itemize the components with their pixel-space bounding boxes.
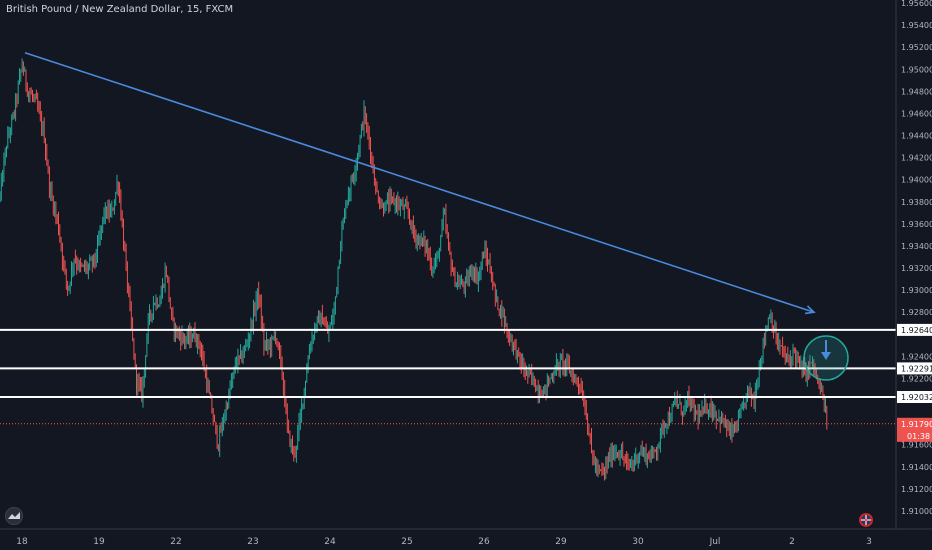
time-tick-label: 25 [401, 537, 412, 547]
last-price-label: 1.91790 [901, 420, 932, 429]
last-price-tag [897, 417, 932, 442]
time-tick-label: 26 [478, 537, 490, 547]
down-arrow-head-icon [821, 352, 831, 360]
time-axis[interactable]: 18 19 22 23 24 25 26 29 30 Jul 2 3 [16, 537, 872, 547]
price-tick-label: 1.94400 [901, 132, 932, 141]
price-tick-label: 1.94000 [901, 176, 932, 185]
price-tick-label: 1.93800 [901, 198, 932, 207]
price-tick-label: 1.91600 [901, 441, 932, 450]
time-tick-label: 18 [16, 537, 28, 547]
price-tick-label: 1.92800 [901, 308, 932, 317]
time-tick-label: Jul [709, 537, 721, 547]
price-axis[interactable]: 1.95600 1.95400 1.95200 1.95000 1.94800 1.946… [901, 0, 932, 516]
time-tick-label: 29 [555, 537, 567, 547]
trendline[interactable] [24, 51, 815, 313]
time-tick-label: 30 [632, 537, 644, 547]
time-tick-label: 23 [247, 537, 258, 547]
time-tick-label: 24 [324, 537, 336, 547]
uk-flag-icon [859, 513, 873, 527]
price-tick-label: 1.95200 [901, 43, 932, 52]
chart-title: British Pound / New Zealand Dollar, 15, … [6, 4, 234, 15]
level-price-label: 1.92291 [901, 364, 932, 373]
price-tick-label: 1.93600 [901, 220, 932, 229]
price-tick-label: 1.92200 [901, 375, 932, 384]
level-price-label: 1.92032 [901, 393, 932, 402]
price-tick-label: 1.91200 [901, 485, 932, 494]
level-price-label: 1.92640 [901, 326, 932, 335]
price-tags: 1.92640 1.92291 1.92032 1.91790 01:38 [897, 323, 932, 442]
countdown-label: 01:38 [907, 432, 930, 441]
price-tick-label: 1.95400 [901, 21, 932, 30]
price-tick-label: 1.93400 [901, 242, 932, 251]
price-tick-label: 1.94600 [901, 109, 932, 118]
price-tick-label: 1.94800 [901, 87, 932, 96]
tradingview-logo-icon[interactable] [5, 507, 23, 525]
price-tick-label: 1.93200 [901, 264, 932, 273]
candles-group [0, 58, 828, 481]
time-tick-label: 19 [93, 537, 105, 547]
overlays-group [0, 51, 896, 425]
level-price-tag [897, 362, 932, 375]
price-tick-label: 1.91000 [901, 507, 932, 516]
price-tick-label: 1.92400 [901, 352, 932, 361]
time-tick-label: 2 [789, 537, 795, 547]
time-tick-label: 3 [866, 537, 872, 547]
price-tick-label: 1.91400 [901, 463, 932, 472]
price-tick-label: 1.94200 [901, 154, 932, 163]
price-tick-label: 1.93000 [901, 286, 932, 295]
time-tick-label: 22 [170, 537, 181, 547]
trendline-arrowhead [804, 305, 816, 315]
price-tick-label: 1.95000 [901, 65, 932, 74]
price-tick-label: 1.95600 [901, 0, 932, 8]
level-price-tag [897, 391, 932, 403]
level-price-tag [897, 323, 932, 336]
